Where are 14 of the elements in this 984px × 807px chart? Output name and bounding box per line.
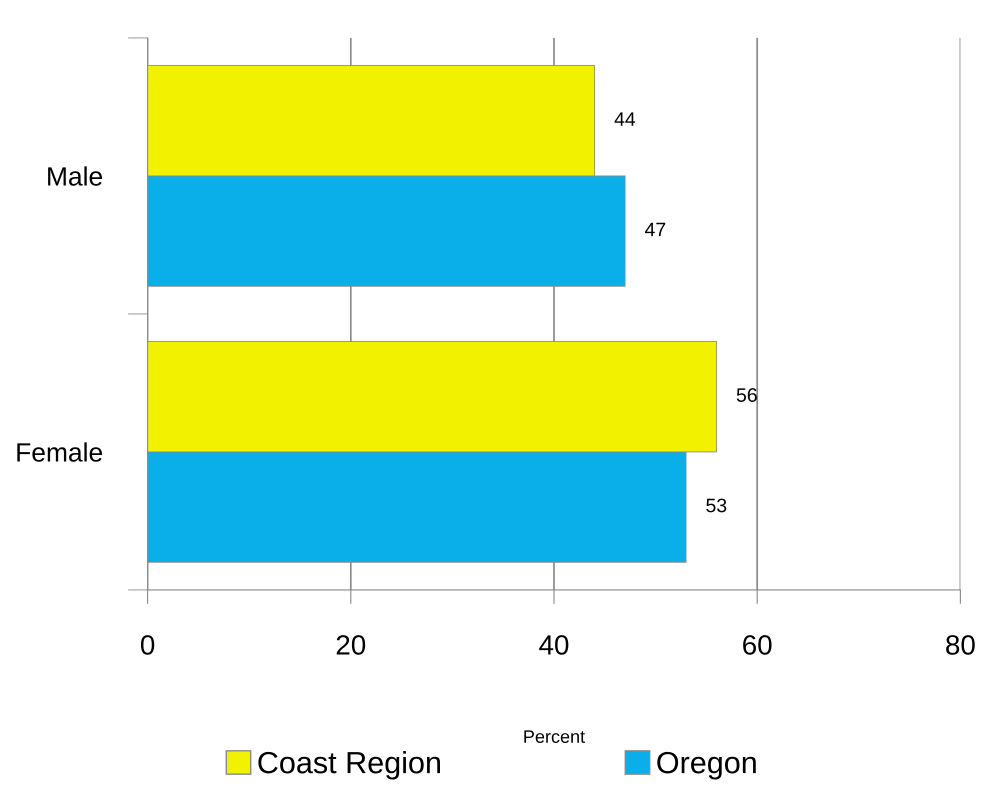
data-label: 53 (706, 498, 726, 512)
x-tick-label: 20 (336, 635, 366, 655)
x-tick-label: 80 (946, 635, 975, 655)
data-label: 47 (645, 222, 666, 236)
x-axis-title: Percent (524, 730, 585, 743)
x-tick-label: 40 (539, 635, 568, 655)
data-label: 44 (614, 112, 636, 126)
y-tick-label: Female (17, 442, 102, 462)
x-tick-label: 0 (140, 635, 154, 655)
x-tick-label: 60 (743, 635, 772, 655)
legend-label: Oregon (657, 752, 756, 780)
legend-label: Coast Region (258, 751, 440, 780)
data-label: 56 (736, 388, 757, 402)
y-tick-label: Male (48, 166, 102, 186)
